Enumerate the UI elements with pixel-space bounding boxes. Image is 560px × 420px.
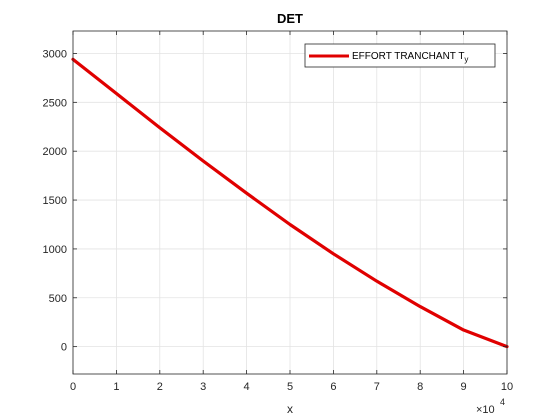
chart-title: DET bbox=[277, 11, 303, 26]
y-tick-label: 500 bbox=[49, 293, 67, 305]
x-tick-label: 4 bbox=[244, 381, 250, 393]
x-tick-label: 3 bbox=[200, 381, 206, 393]
y-tick-label: 2500 bbox=[43, 97, 67, 109]
y-axis-ticks: 0 500 1000 1500 2000 2500 3000 bbox=[43, 48, 507, 354]
y-gridlines bbox=[73, 53, 507, 348]
x-exponent-power: 4 bbox=[500, 397, 505, 407]
x-tick-label: 10 bbox=[501, 381, 513, 393]
x-tick-label: 5 bbox=[287, 381, 293, 393]
x-axis-label: x bbox=[287, 402, 293, 416]
x-tick-label: 6 bbox=[330, 381, 336, 393]
legend-entry: EFFORT TRANCHANT Ty bbox=[352, 51, 468, 64]
x-tick-label: 7 bbox=[374, 381, 380, 393]
y-tick-label: 1500 bbox=[43, 195, 67, 207]
x-tick-label: 8 bbox=[417, 381, 423, 393]
legend-subscript: y bbox=[464, 55, 468, 64]
y-tick-label: 3000 bbox=[43, 48, 67, 60]
x-axis-exponent: ×10 4 bbox=[476, 397, 505, 416]
x-tick-label: 0 bbox=[70, 381, 76, 393]
y-tick-label: 2000 bbox=[43, 146, 67, 158]
x-tick-label: 1 bbox=[113, 381, 119, 393]
legend: EFFORT TRANCHANT Ty bbox=[304, 43, 496, 68]
legend-label: EFFORT TRANCHANT T bbox=[352, 51, 464, 62]
y-tick-label: 1000 bbox=[43, 244, 67, 256]
y-tick-label: 0 bbox=[61, 342, 67, 354]
series-layer bbox=[71, 57, 509, 349]
x-exponent-base: ×10 bbox=[476, 404, 495, 416]
series-line bbox=[71, 57, 509, 349]
legend-box bbox=[304, 43, 496, 68]
x-tick-label: 2 bbox=[157, 381, 163, 393]
x-axis-ticks: 0 1 2 3 4 5 6 7 8 9 10 bbox=[70, 31, 513, 393]
x-tick-label: 9 bbox=[461, 381, 467, 393]
